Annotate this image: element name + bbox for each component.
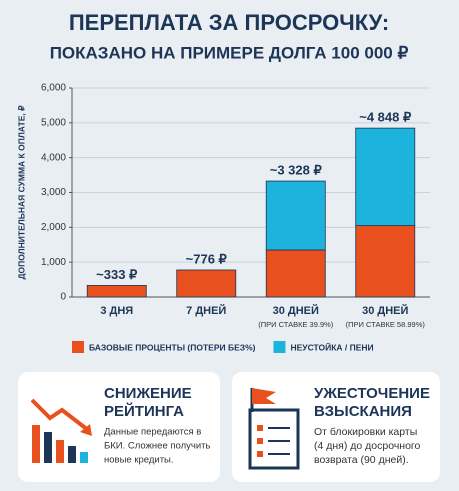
card-text: БКИ. Сложнее получить	[104, 441, 210, 452]
card-title: УЖЕСТОЧЕНИЕ	[314, 385, 430, 402]
card-text: возврата (90 дней).	[314, 454, 409, 466]
y-tick-label: 5,000	[41, 117, 66, 128]
chart-title: ПЕРЕПЛАТА ЗА ПРОСРОЧКУ:	[69, 10, 389, 35]
card-text: (4 дня) до досрочного	[314, 440, 421, 452]
y-tick-label: 6,000	[41, 83, 66, 94]
x-tick-label: 7 ДНЕЙ	[186, 304, 226, 317]
legend-label: НЕУСТОЙКА / ПЕНИ	[290, 341, 373, 352]
card-title: СНИЖЕНИЕ	[104, 385, 192, 402]
document-icon	[248, 388, 300, 470]
legend-swatch	[72, 341, 84, 353]
x-tick-label: 30 ДНЕЙ	[273, 304, 319, 317]
bar-segment	[265, 180, 326, 251]
legend-label: БАЗОВЫЕ ПРОЦЕНТЫ (ПОТЕРИ БЕЗ%)	[89, 342, 256, 352]
y-tick-label: 0	[60, 292, 66, 303]
card-title: ВЗЫСКАНИЯ	[314, 403, 412, 420]
total-label: ~3 328 ₽	[270, 163, 323, 178]
card-text: От блокировки карты	[314, 426, 417, 438]
category-note: (ПРИ СТАВКЕ 58.99%)	[346, 320, 426, 329]
total-label: ~4 848 ₽	[359, 110, 412, 125]
card-text: новые кредиты.	[104, 455, 174, 466]
y-tick-label: 2,000	[41, 222, 66, 233]
total-label: ~333 ₽	[96, 267, 138, 282]
y-tick-label: 3,000	[41, 187, 66, 198]
card-title: РЕЙТИНГА	[104, 402, 184, 420]
y-axis-label: ДОПОЛНИТЕЛЬНАЯ СУММА К ОПЛАТЕ, ₽	[16, 105, 26, 280]
total-label: ~776 ₽	[186, 251, 228, 266]
category-note: (ПРИ СТАВКЕ 39.9%)	[258, 320, 334, 329]
bar-segment	[355, 225, 416, 298]
bar-segment	[265, 249, 326, 298]
y-tick-label: 1,000	[41, 257, 66, 268]
y-tick-label: 4,000	[41, 152, 66, 163]
bar-segment	[176, 269, 237, 298]
chart-title: ПОКАЗАНО НА ПРИМЕРЕ ДОЛГА 100 000 ₽	[50, 43, 409, 62]
x-tick-label: 30 ДНЕЙ	[362, 304, 408, 317]
rating-icon	[30, 398, 92, 463]
legend-swatch	[273, 341, 286, 353]
bar-segment	[355, 127, 416, 226]
card-text: Данные передаются в	[104, 427, 201, 438]
bar-segment	[86, 285, 147, 298]
x-tick-label: 3 ДНЯ	[100, 305, 133, 317]
